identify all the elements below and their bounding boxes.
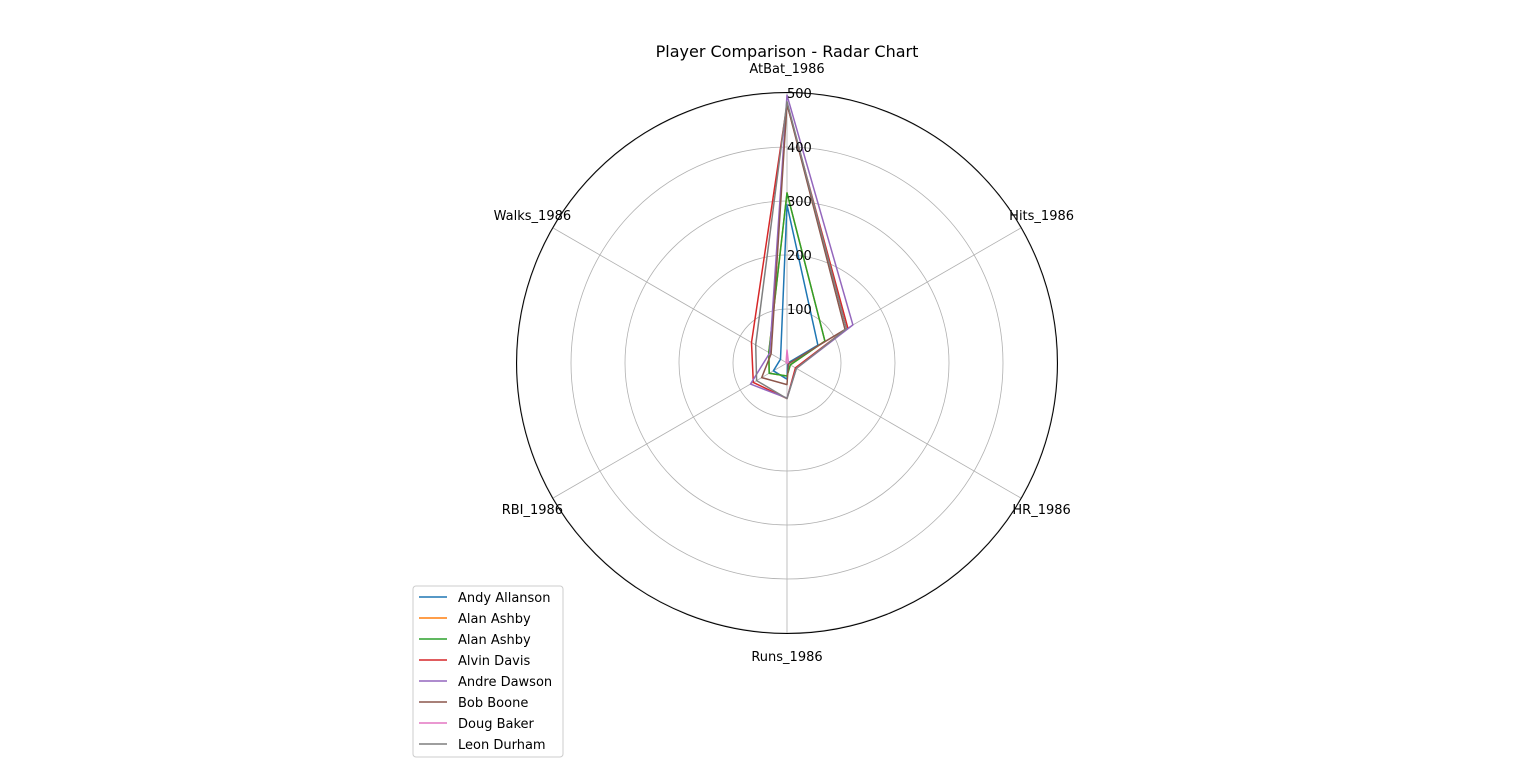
- axis-label: AtBat_1986: [749, 62, 824, 77]
- radial-tick-label: 500: [787, 87, 812, 102]
- grid-spoke: [552, 362, 788, 499]
- grid-spoke: [786, 362, 1022, 499]
- radial-tick-label: 100: [787, 303, 812, 318]
- radial-tick-label: 400: [787, 141, 812, 156]
- chart-title: Player Comparison - Radar Chart: [656, 42, 919, 61]
- radial-tick-label: 200: [787, 249, 812, 264]
- axis-label: RBI_1986: [502, 503, 563, 518]
- grid: [516, 92, 1058, 634]
- polar-frame: [516, 92, 1058, 634]
- legend-label: Doug Baker: [458, 717, 535, 732]
- radial-tick-label: 300: [787, 195, 812, 210]
- legend-label: Bob Boone: [458, 696, 528, 711]
- axis-label: Runs_1986: [751, 650, 822, 665]
- legend-label: Alan Ashby: [458, 612, 531, 627]
- legend-label: Alvin Davis: [458, 654, 530, 669]
- legend-label: Leon Durham: [458, 738, 546, 753]
- axis-labels: AtBat_1986 Hits_1986 HR_1986 Runs_1986 RBI_1…: [494, 62, 1074, 665]
- axis-label: HR_1986: [1012, 503, 1070, 518]
- axis-label: Hits_1986: [1009, 209, 1074, 224]
- axis-label: Walks_1986: [494, 209, 572, 224]
- legend-frame: [412, 585, 564, 758]
- grid-spoke: [552, 227, 788, 364]
- series-layer: [749, 94, 854, 400]
- radial-tick-labels: 100 200 300 400 500: [787, 87, 812, 318]
- legend: Andy Allanson Alan Ashby Alan Ashby Alvin D…: [412, 585, 564, 758]
- series-line: [785, 349, 790, 365]
- legend-label: Alan Ashby: [458, 633, 531, 648]
- series-line: [772, 204, 819, 380]
- legend-label: Andy Allanson: [458, 591, 551, 606]
- series-line: [754, 100, 848, 400]
- legend-label: Andre Dawson: [458, 675, 552, 690]
